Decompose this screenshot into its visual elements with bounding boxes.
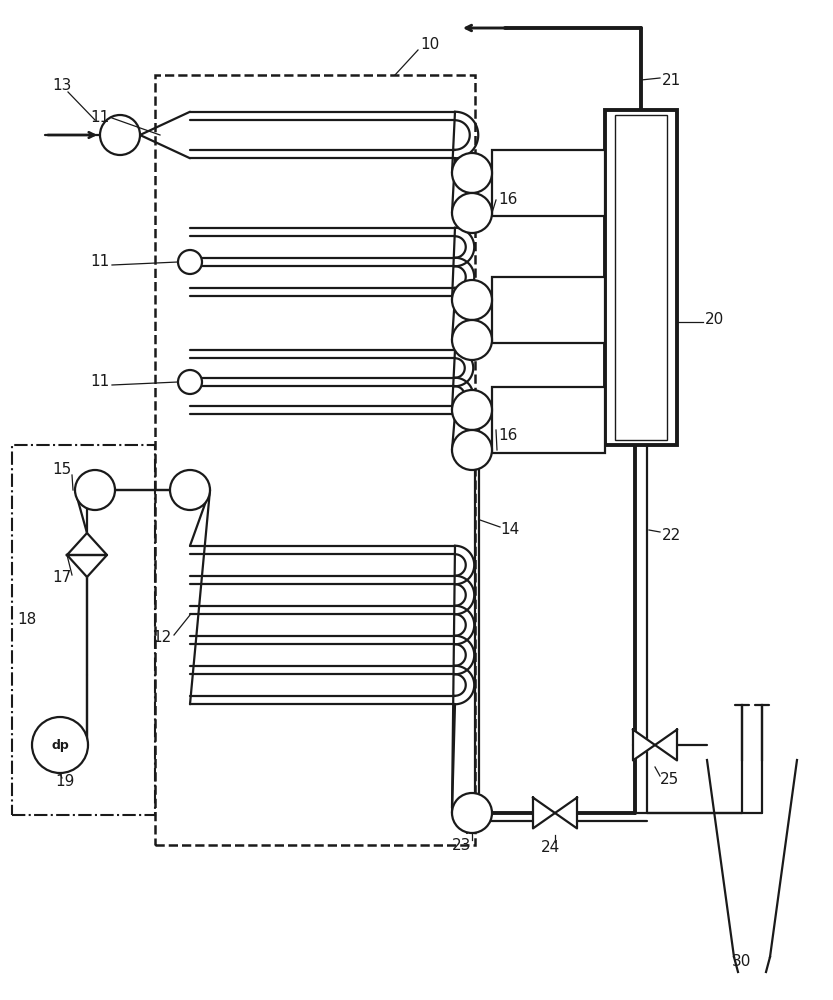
Polygon shape	[655, 730, 677, 760]
Text: 18: 18	[17, 612, 37, 628]
Bar	[615, 115, 667, 440]
Bar	[155, 75, 475, 845]
Bar	[492, 150, 605, 216]
Circle shape	[452, 153, 492, 193]
Polygon shape	[533, 798, 555, 828]
Bar	[492, 277, 605, 343]
Circle shape	[75, 470, 115, 510]
Polygon shape	[633, 730, 655, 760]
Text: 20: 20	[705, 312, 724, 328]
Circle shape	[452, 390, 492, 430]
Text: 21: 21	[662, 73, 681, 88]
Bar	[492, 387, 605, 453]
Bar	[605, 110, 677, 445]
Text: dp: dp	[51, 738, 69, 752]
Text: 15: 15	[52, 462, 72, 478]
Text: 12: 12	[152, 631, 172, 646]
Text: 11: 11	[91, 110, 110, 125]
Text: 30: 30	[732, 954, 751, 970]
Text: 25: 25	[660, 772, 679, 788]
Text: 16: 16	[498, 428, 517, 442]
Polygon shape	[555, 798, 577, 828]
Text: 14: 14	[500, 522, 519, 538]
Circle shape	[452, 280, 492, 320]
Polygon shape	[67, 533, 107, 555]
Circle shape	[178, 370, 202, 394]
Text: 11: 11	[91, 374, 110, 389]
Circle shape	[452, 793, 492, 833]
Text: 23: 23	[452, 838, 471, 852]
Text: 10: 10	[420, 37, 439, 52]
Text: 24: 24	[541, 840, 560, 856]
Bar	[12, 445, 155, 815]
Circle shape	[452, 430, 492, 470]
Text: 19: 19	[55, 774, 74, 790]
Circle shape	[452, 193, 492, 233]
Circle shape	[100, 115, 140, 155]
Circle shape	[178, 250, 202, 274]
Circle shape	[452, 320, 492, 360]
Polygon shape	[67, 555, 107, 577]
Text: 17: 17	[52, 570, 72, 585]
Text: 22: 22	[662, 527, 681, 542]
Text: 13: 13	[52, 78, 72, 93]
Text: 11: 11	[91, 254, 110, 269]
Circle shape	[170, 470, 210, 510]
Text: 16: 16	[498, 192, 517, 208]
Circle shape	[32, 717, 88, 773]
